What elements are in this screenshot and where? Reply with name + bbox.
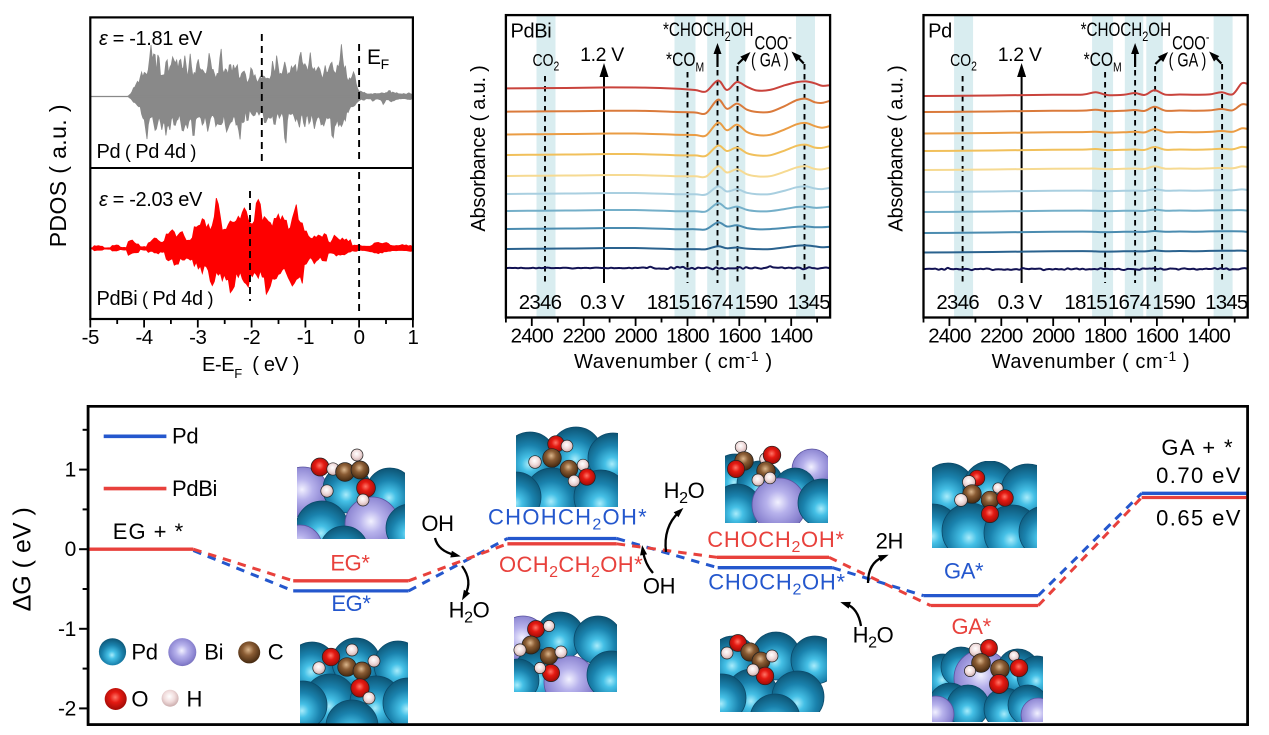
svg-text:1.2 V: 1.2 V [580, 44, 624, 66]
svg-text:C: C [268, 640, 284, 665]
svg-text:EG + *: EG + * [113, 519, 184, 544]
svg-text:GA + *: GA + * [1161, 435, 1234, 460]
svg-text:-5: -5 [82, 326, 99, 349]
svg-text:GA*: GA* [952, 614, 992, 639]
svg-text:0.65 eV: 0.65 eV [1156, 506, 1242, 531]
svg-text:2346: 2346 [519, 291, 562, 314]
svg-text:2H: 2H [876, 529, 903, 554]
svg-text:1800: 1800 [666, 325, 709, 348]
svg-text:-2: -2 [58, 697, 76, 720]
svg-text:PdBi: PdBi [511, 21, 552, 43]
svg-text:Bi: Bi [204, 640, 223, 665]
svg-text:Wavenumber ( cm-1 ): Wavenumber ( cm-1 ) [574, 348, 773, 373]
svg-text:ε = -2.03 eV: ε = -2.03 eV [99, 189, 203, 211]
svg-text:1590: 1590 [1152, 291, 1195, 314]
svg-text:Pd: Pd [172, 424, 198, 449]
svg-text:1800: 1800 [1084, 325, 1127, 348]
svg-text:-2: -2 [243, 326, 260, 349]
svg-text:1400: 1400 [1188, 325, 1231, 348]
svg-text:-1: -1 [297, 326, 314, 349]
svg-text:1345: 1345 [787, 291, 830, 314]
svg-text:-3: -3 [189, 326, 206, 349]
svg-text:OH: OH [421, 511, 453, 536]
svg-text:Absorbance ( a.u. ): Absorbance ( a.u. ) [468, 65, 490, 231]
svg-text:0: 0 [65, 538, 76, 561]
svg-text:O: O [131, 687, 148, 712]
svg-text:1345: 1345 [1205, 291, 1248, 314]
svg-text:0.3 V: 0.3 V [998, 291, 1043, 314]
svg-text:1.2 V: 1.2 V [998, 44, 1042, 66]
svg-text:( GA ): ( GA ) [751, 48, 789, 71]
svg-text:COO-: COO- [1172, 29, 1209, 54]
svg-text:Pd: Pd [928, 21, 952, 43]
svg-text:1590: 1590 [735, 291, 778, 314]
svg-text:2000: 2000 [614, 325, 657, 348]
svg-text:Absorbance ( a.u. ): Absorbance ( a.u. ) [886, 65, 908, 231]
svg-text:ε = -1.81 eV: ε = -1.81 eV [99, 28, 203, 50]
svg-text:1600: 1600 [1136, 325, 1179, 348]
svg-text:1815: 1815 [1064, 291, 1107, 314]
svg-text:CO2: CO2 [950, 52, 977, 74]
svg-text:CHOCH2OH*: CHOCH2OH* [707, 527, 844, 556]
svg-text:PdBi ( Pd 4d ): PdBi ( Pd 4d ) [97, 288, 214, 310]
svg-text:0: 0 [354, 326, 365, 349]
svg-text:PdBi: PdBi [172, 476, 217, 501]
svg-text:OH: OH [643, 574, 675, 599]
svg-text:COO-: COO- [755, 29, 792, 54]
svg-text:*CHOCH2OH: *CHOCH2OH [1081, 18, 1171, 44]
svg-text:PDOS ( a.u. ): PDOS ( a.u. ) [45, 104, 71, 247]
svg-text:Pd: Pd [131, 640, 157, 665]
svg-text:1400: 1400 [770, 325, 813, 348]
svg-text:GA*: GA* [944, 559, 984, 584]
svg-text:1: 1 [65, 459, 76, 482]
svg-text:2346: 2346 [936, 291, 979, 314]
svg-text:0.3 V: 0.3 V [580, 291, 625, 314]
svg-text:1674: 1674 [1108, 291, 1151, 314]
svg-text:1: 1 [407, 326, 418, 349]
svg-text:*CHOCH2OH: *CHOCH2OH [663, 18, 753, 44]
svg-text:CO2: CO2 [533, 52, 560, 74]
svg-text:1815: 1815 [647, 291, 690, 314]
svg-text:1600: 1600 [718, 325, 761, 348]
svg-text:CHOCH2OH*: CHOCH2OH* [708, 570, 845, 599]
svg-text:ΔG ( eV ): ΔG ( eV ) [9, 507, 37, 611]
svg-text:2400: 2400 [928, 325, 971, 348]
svg-text:-1: -1 [58, 618, 76, 641]
svg-text:-4: -4 [135, 326, 152, 349]
svg-text:2400: 2400 [511, 325, 554, 348]
svg-text:Wavenumber ( cm-1 ): Wavenumber ( cm-1 ) [992, 348, 1191, 373]
svg-text:Pd ( Pd 4d ): Pd ( Pd 4d ) [97, 141, 197, 163]
svg-text:( GA ): ( GA ) [1169, 48, 1207, 71]
svg-text:EG*: EG* [330, 551, 370, 576]
svg-text:CHOHCH2OH*: CHOHCH2OH* [488, 505, 648, 534]
svg-text:1674: 1674 [690, 291, 733, 314]
svg-text:EG*: EG* [331, 591, 371, 616]
svg-text:2200: 2200 [562, 325, 605, 348]
svg-text:OCH2CH2OH*: OCH2CH2OH* [499, 552, 643, 581]
svg-text:H: H [187, 687, 203, 712]
svg-text:2200: 2200 [980, 325, 1023, 348]
svg-text:0.70 eV: 0.70 eV [1156, 463, 1242, 488]
svg-text:2000: 2000 [1032, 325, 1075, 348]
